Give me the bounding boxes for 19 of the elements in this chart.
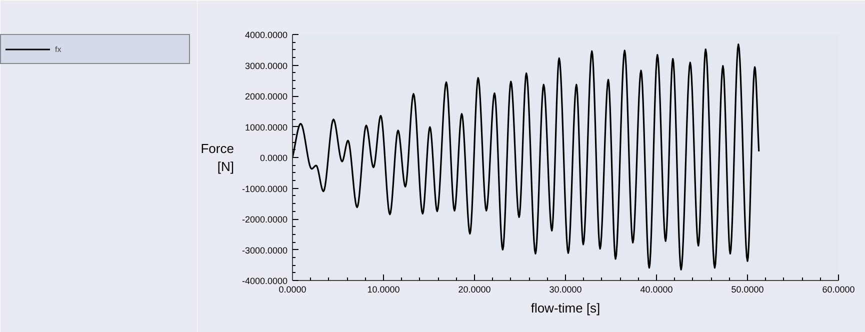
text: fx: [55, 44, 62, 54]
y-tick-label: 2000.0000: [244, 92, 288, 102]
y-tick-label: -3000.0000: [242, 245, 288, 256]
y-axis-title: Force [N]: [200, 141, 234, 174]
y-tick-label: 1000.0000: [244, 122, 288, 132]
y-tick-label: -4000.0000: [242, 276, 288, 286]
x-tick-label: 50.0000: [731, 284, 764, 294]
x-tick-label: 0.0000: [278, 284, 306, 294]
x-axis-title: flow-time [s]: [530, 300, 600, 316]
y-tick-label: -2000.0000: [242, 214, 288, 224]
x-tick-label: 30.0000: [549, 284, 582, 294]
y-tick-label: 3000.0000: [244, 60, 288, 71]
y-tick-label: 0.0000: [260, 153, 288, 163]
x-tick-label: 20.0000: [458, 284, 491, 294]
y-tick-label: -1000.0000: [242, 184, 288, 194]
x-tick-label: 60.0000: [822, 284, 855, 294]
y-tick-label: 4000.0000: [244, 30, 288, 40]
x-tick-label: 40.0000: [640, 284, 673, 294]
x-tick-label: 10.0000: [367, 284, 400, 294]
